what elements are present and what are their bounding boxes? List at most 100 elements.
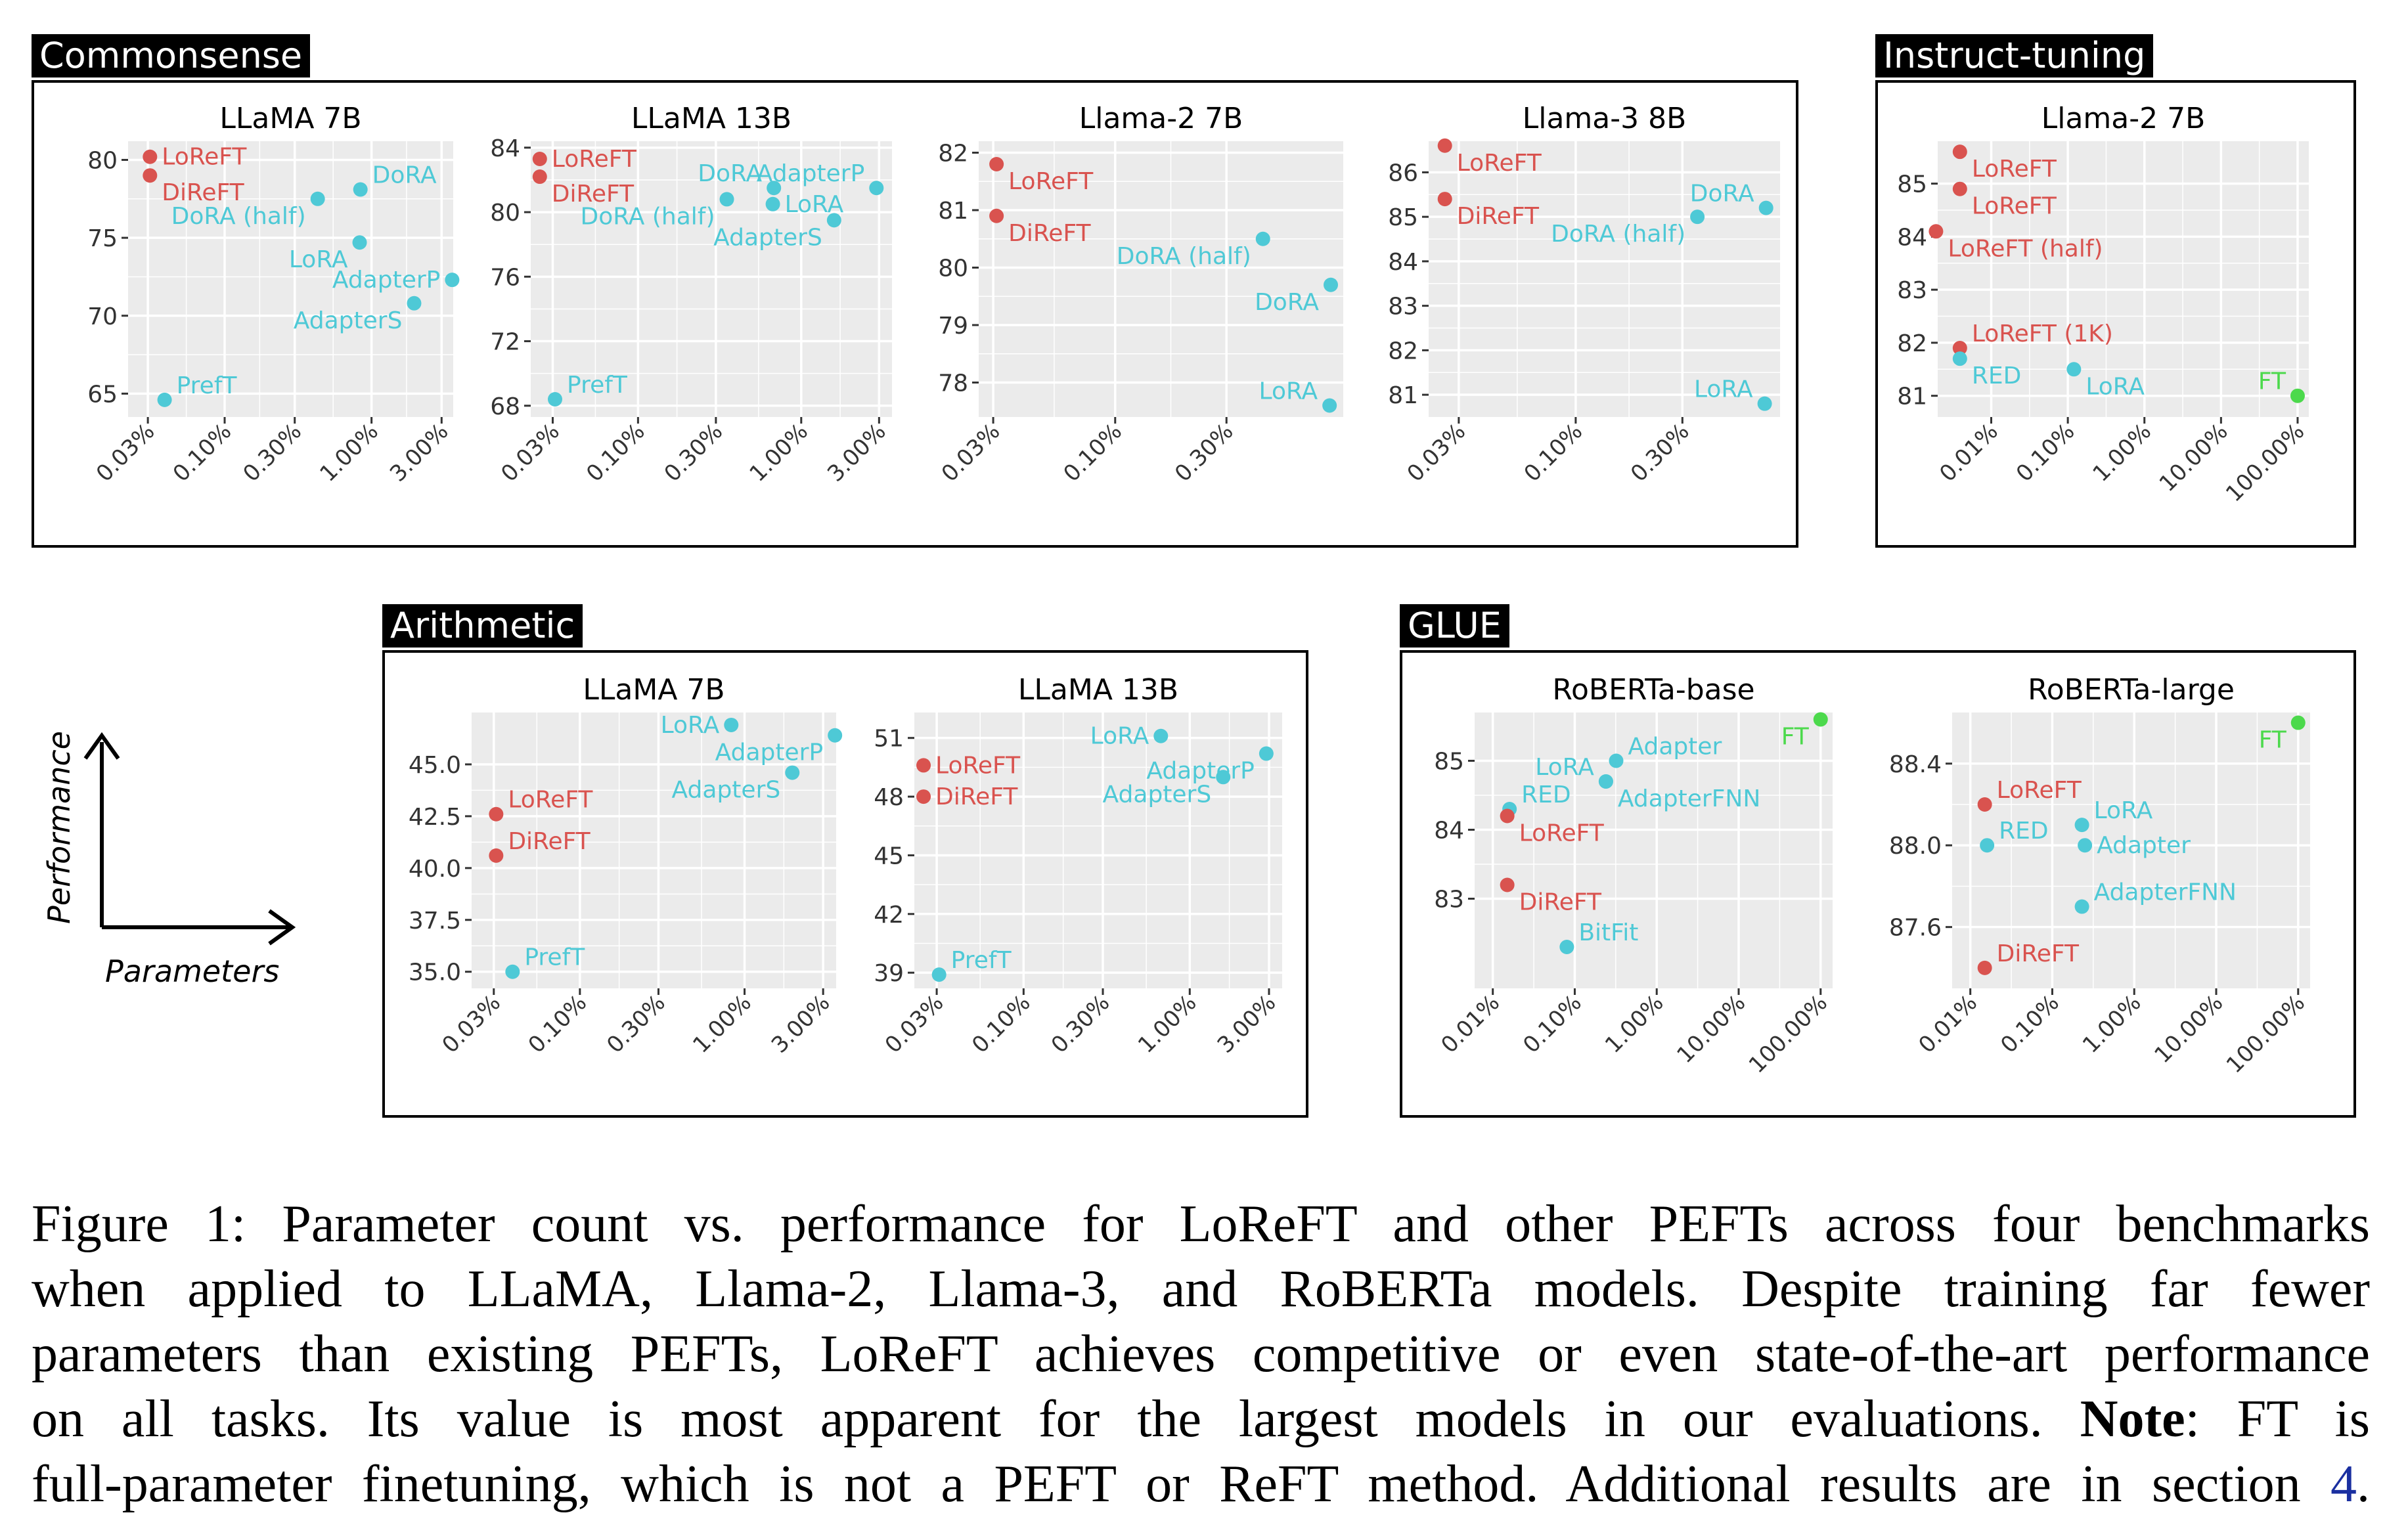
point-label: LoReFT: [935, 752, 1021, 779]
y-tick-label: 65: [87, 381, 118, 408]
point-label: AdapterP: [332, 267, 441, 294]
point-label: FT: [1781, 724, 1810, 751]
y-tick-label: 85: [1434, 749, 1464, 776]
point-label: LoReFT: [1972, 193, 2057, 220]
data-point: [916, 789, 931, 804]
y-tick-label: 72: [490, 329, 520, 356]
point-label: DiReFT: [552, 181, 635, 208]
x-tick-label: 10.00%: [2149, 990, 2228, 1068]
data-point: [1952, 341, 1967, 355]
data-point: [2290, 388, 2305, 403]
data-point: [916, 758, 931, 773]
legend-x-label: Parameters: [105, 954, 280, 989]
data-point: [1216, 770, 1231, 785]
panel-title: LLaMA 7B: [219, 102, 361, 135]
plot-background: [128, 141, 453, 417]
data-point: [1437, 192, 1452, 207]
data-point: [1757, 396, 1772, 411]
data-point: [724, 717, 739, 732]
point-label: LoReFT: [508, 787, 593, 814]
y-tick-label: 87.6: [1889, 915, 1942, 942]
y-tick-label: 79: [938, 313, 968, 340]
point-label: FT: [2259, 727, 2287, 754]
data-point: [1980, 838, 1995, 853]
point-label: LoReFT (1K): [1972, 320, 2113, 347]
point-label: LoReFT: [1457, 150, 1542, 177]
point-label: AdapterS: [294, 307, 403, 334]
point-label: PrefT: [524, 944, 585, 971]
data-point: [1929, 224, 1944, 239]
point-label: LoReFT: [1972, 156, 2057, 183]
data-point: [1500, 808, 1515, 824]
data-point: [1153, 728, 1169, 743]
caption-note-bold: Note: [2080, 1390, 2185, 1448]
data-point: [1952, 351, 1967, 366]
data-point: [765, 196, 780, 211]
y-tick-label: 42.5: [409, 804, 461, 831]
point-label: AdapterFNN: [2094, 879, 2237, 906]
caption-line-4a: on all tasks. Its value is most apparent…: [32, 1390, 2080, 1448]
y-tick-label: 76: [490, 264, 520, 291]
point-label: DoRA: [698, 160, 762, 187]
y-tick-label: 70: [87, 303, 118, 330]
data-point: [828, 728, 843, 743]
data-point: [931, 967, 947, 982]
data-point: [489, 848, 504, 863]
data-point: [1255, 231, 1270, 246]
point-label: PrefT: [951, 947, 1012, 974]
caption-line-4c: : FT is: [2185, 1390, 2370, 1448]
data-point: [1559, 940, 1574, 954]
data-point: [1977, 960, 1992, 975]
point-label: Adapter: [2097, 832, 2191, 859]
data-point: [310, 191, 325, 206]
y-tick-label: 86: [1388, 160, 1418, 187]
data-point: [719, 192, 734, 207]
panel-title: RoBERTa-base: [1552, 673, 1754, 707]
point-label: AdapterP: [1146, 758, 1255, 785]
point-label: DiReFT: [1457, 203, 1540, 230]
data-point: [767, 181, 782, 196]
data-point: [548, 391, 563, 406]
arithmetic-group-label: Arithmetic: [382, 604, 583, 648]
instruct-group-label: Instruct-tuning: [1875, 34, 2154, 77]
data-point: [489, 806, 504, 822]
point-label: AdapterS: [713, 224, 822, 251]
y-tick-label: 45.0: [409, 752, 461, 779]
point-label: LoRA: [1535, 754, 1594, 781]
plot-background: [1952, 713, 2310, 988]
data-point: [989, 157, 1004, 171]
y-tick-label: 39: [874, 960, 904, 987]
point-label: LoRA: [2094, 797, 2153, 824]
legend-y-label: Performance: [41, 731, 77, 924]
y-tick-label: 85: [1897, 171, 1927, 198]
data-point: [352, 235, 367, 250]
data-point: [1259, 746, 1274, 761]
point-label: LoRA: [661, 712, 720, 739]
x-tick-label: 1.00%: [2078, 990, 2147, 1059]
y-tick-label: 80: [490, 200, 520, 227]
point-label: Adapter: [1628, 734, 1722, 760]
data-point: [1952, 144, 1967, 160]
y-tick-label: 78: [938, 370, 968, 397]
section-ref-link[interactable]: 4: [2330, 1455, 2357, 1513]
data-point: [1437, 138, 1452, 153]
point-label: LoReFT: [552, 146, 637, 173]
caption-line-2: when applied to LLaMA, Llama-2, Llama-3,…: [32, 1260, 2370, 1318]
data-point: [1609, 753, 1624, 768]
y-tick-label: 84: [1897, 224, 1927, 251]
plot-background: [531, 141, 892, 417]
point-label: AdapterFNN: [1618, 785, 1760, 812]
y-tick-label: 81: [1388, 382, 1418, 409]
plot-background: [1429, 141, 1780, 417]
point-label: LoReFT: [162, 144, 247, 171]
data-point: [1758, 200, 1773, 215]
panel-title: LLaMA 13B: [631, 102, 792, 135]
y-tick-label: 37.5: [409, 908, 461, 934]
point-label: DiReFT: [508, 828, 591, 855]
